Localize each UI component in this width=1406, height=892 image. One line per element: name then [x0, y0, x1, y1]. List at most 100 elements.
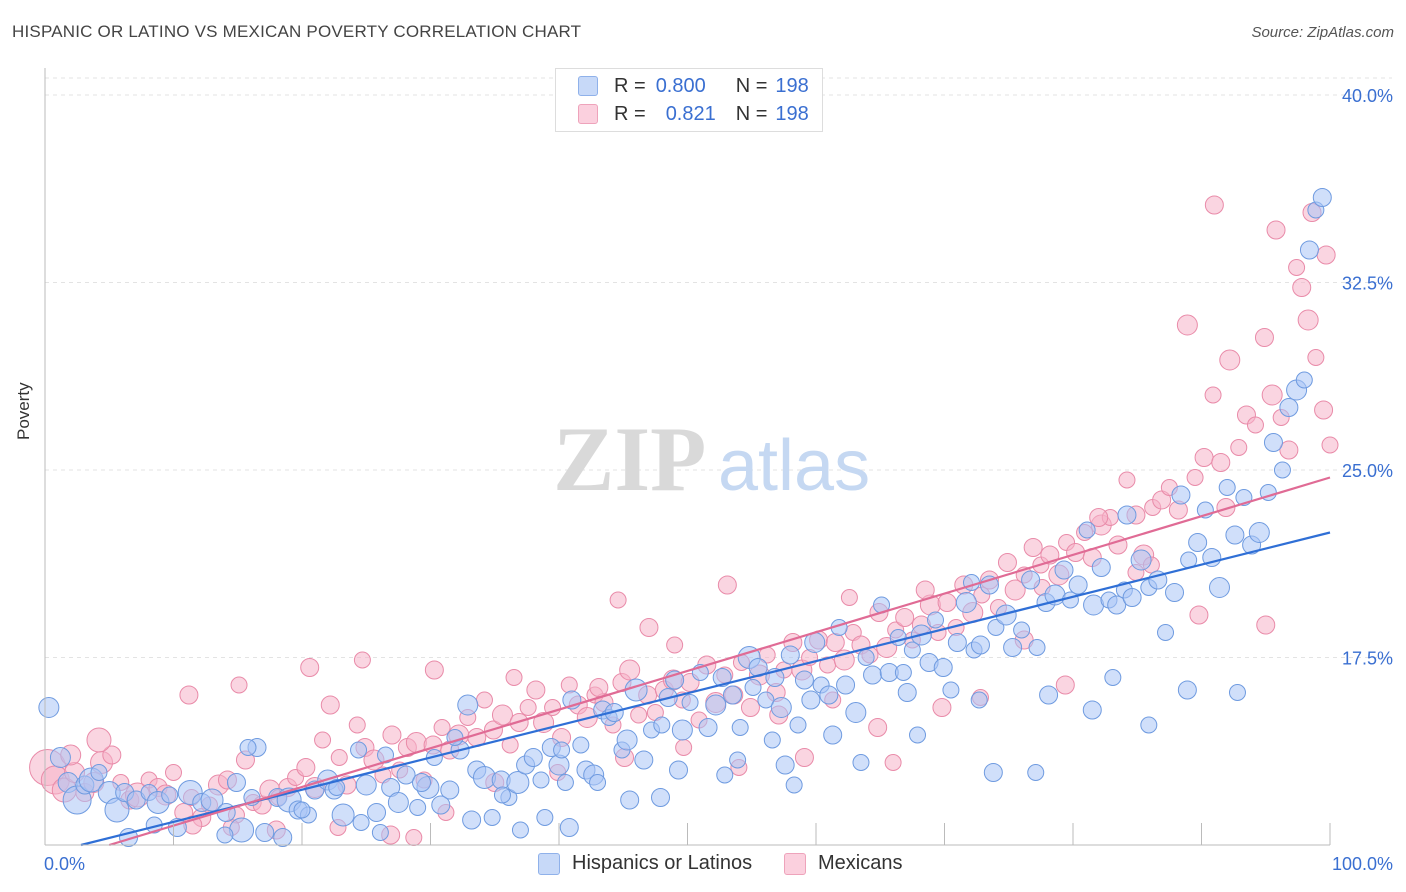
mexicans-point [639, 618, 659, 637]
mexicans-point [1254, 328, 1274, 347]
mexicans-point [1089, 508, 1109, 527]
correlation-legend: R = 0.800 N = 198 R = 0.821 N = 198 [555, 68, 823, 132]
mexicans-point [1211, 453, 1231, 472]
mexicans-point [740, 698, 760, 717]
hispanics-point [653, 716, 671, 734]
hispanics-point [462, 810, 482, 830]
hispanics-point [1117, 505, 1137, 525]
y-tick-label: 17.5% [1342, 649, 1393, 669]
mexicans-point [1055, 675, 1075, 695]
legend-swatch-mexicans [784, 852, 806, 875]
hispanics-point [506, 771, 530, 794]
legend-r-label: R = [614, 74, 646, 97]
hispanics-point [1299, 240, 1319, 260]
hispanics-point [775, 755, 795, 775]
hispanics-point [705, 694, 727, 716]
mexicans-point [1288, 259, 1306, 276]
legend-item-mexicans[interactable]: Mexicans [784, 852, 902, 875]
legend-item-hispanics[interactable]: Hispanics or Latinos [538, 852, 752, 875]
hispanics-point [239, 739, 257, 756]
watermark-zip: ZIP [553, 408, 706, 510]
legend-n-label: N = [735, 102, 768, 125]
mexicans-points [29, 195, 1339, 846]
mexicans-point [1292, 278, 1312, 297]
mexicans-point [937, 593, 957, 612]
legend-n-label: N = [735, 74, 768, 97]
mexicans-point [179, 685, 199, 705]
hispanics-point [1027, 764, 1045, 781]
hispanics-point [845, 702, 867, 723]
hispanics-point [1248, 522, 1270, 543]
hispanics-point [1039, 685, 1059, 705]
hispanics-point [536, 809, 554, 826]
hispanics-point [624, 678, 648, 702]
hispanics-point [955, 592, 977, 613]
mexicans-point [526, 680, 546, 700]
hispanics-point [1208, 577, 1230, 598]
legend-swatch-mexicans [578, 104, 598, 124]
hispanics-point [1157, 624, 1175, 641]
hispanics-point [431, 795, 451, 815]
hispanics-point [970, 635, 990, 655]
mexicans-point [609, 591, 627, 609]
watermark-atlas: atlas [718, 426, 870, 506]
y-tick-label: 32.5% [1342, 274, 1393, 294]
mexicans-point [630, 706, 648, 724]
mexicans-point [424, 660, 444, 680]
source-label: Source: ZipAtlas.com [1251, 24, 1394, 41]
hispanics-point [1061, 591, 1079, 609]
y-tick-label: 40.0% [1342, 86, 1393, 106]
mexicans-point [353, 651, 371, 669]
mexicans-point [102, 745, 122, 765]
mexicans-point [717, 575, 737, 595]
hispanics-point [616, 729, 638, 751]
legend-r-value: 0.800 [655, 74, 706, 97]
hispanics-point [789, 716, 807, 734]
hispanics-point [729, 751, 747, 769]
mexicans-point [433, 719, 451, 736]
mexicans-point [320, 695, 340, 715]
hispanics-trend-line [80, 531, 1331, 847]
hispanics-point [1021, 570, 1041, 590]
hispanics-point [493, 786, 511, 804]
hispanics-point [572, 736, 590, 754]
mexicans-point [1004, 579, 1026, 601]
mexicans-point [666, 636, 684, 654]
hispanics-point [200, 788, 224, 812]
mexicans-point [1261, 384, 1283, 406]
mexicans-point [1194, 448, 1214, 467]
mexicans-point [230, 676, 248, 694]
mexicans-point [1314, 400, 1334, 420]
hispanics-point [1082, 700, 1102, 720]
hispanics-point [1078, 521, 1096, 539]
hispanics-point [1171, 485, 1191, 505]
hispanics-point [556, 774, 574, 791]
hispanics-point [785, 776, 803, 794]
hispanics-point [1104, 669, 1122, 686]
mexicans-point [348, 716, 366, 734]
mexicans-point [1186, 469, 1204, 486]
hispanics-point [229, 817, 255, 843]
hispanics-point [371, 824, 389, 841]
hispanics-point [763, 731, 781, 749]
hispanics-point [897, 683, 917, 702]
hispanics-point [722, 685, 742, 705]
hispanics-point [1295, 371, 1313, 389]
hispanics-point [409, 799, 427, 816]
mexicans-point [1256, 615, 1276, 635]
hispanics-point [909, 726, 927, 744]
hispanics-point [532, 771, 550, 789]
hispanics-point [1218, 479, 1236, 496]
legend-row-hispanics: R = 0.800 N = 198 [578, 73, 809, 99]
mexicans-point [475, 691, 493, 709]
hispanics-point [819, 685, 839, 705]
hispanics-point [255, 823, 275, 842]
hispanics-point [412, 773, 432, 792]
hispanics-point [927, 611, 945, 629]
mexicans-point [1219, 349, 1241, 371]
y-axis-label: Poverty [14, 382, 33, 440]
hispanics-point [780, 645, 800, 665]
mexicans-point [868, 718, 888, 737]
mexicans-point [895, 608, 915, 627]
hispanics-point [1273, 461, 1291, 479]
